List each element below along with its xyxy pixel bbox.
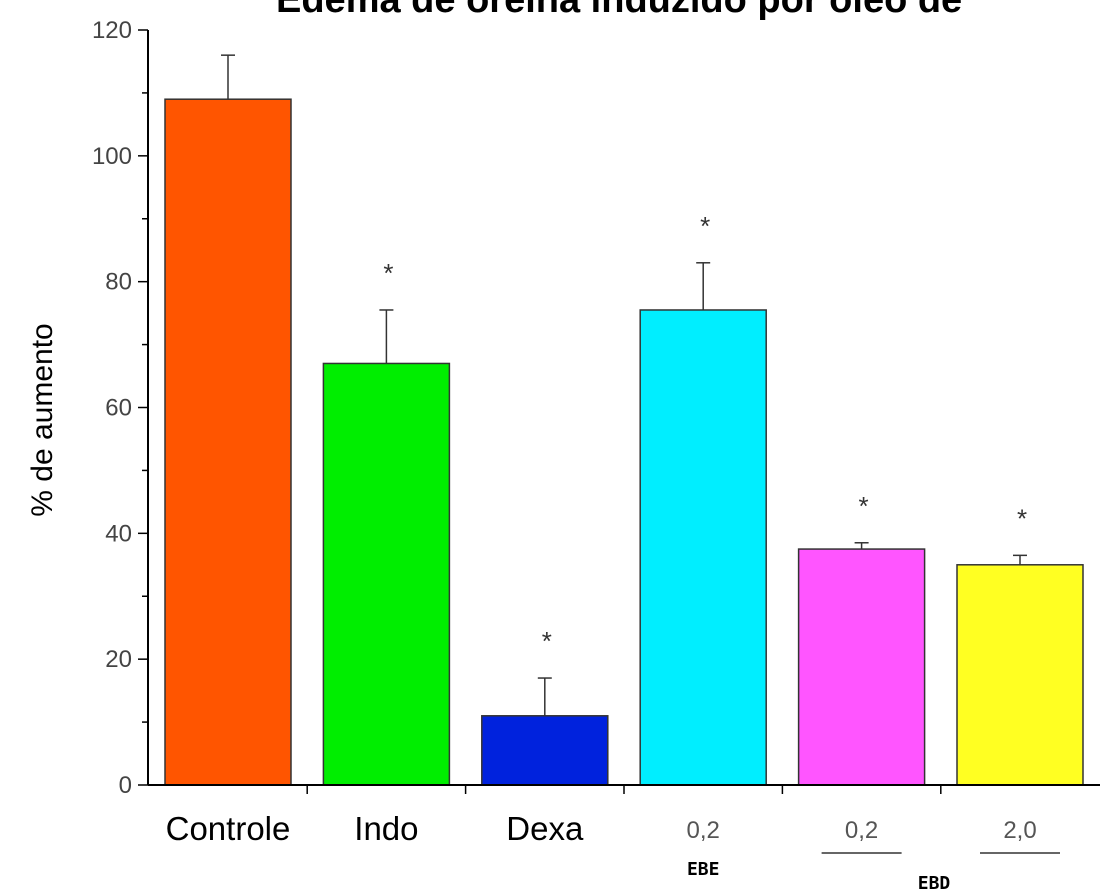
x-category-label: Indo xyxy=(354,810,418,847)
y-tick-label: 0 xyxy=(119,772,132,799)
bars-layer xyxy=(164,54,1084,786)
bar xyxy=(797,548,926,786)
x-category-label: 0,2 xyxy=(845,817,878,844)
bar xyxy=(322,362,451,786)
significance-marker: * xyxy=(383,258,393,288)
bar xyxy=(956,564,1084,786)
y-tick-label: 100 xyxy=(92,143,132,170)
bar xyxy=(481,715,609,786)
significance-marker: * xyxy=(1017,503,1027,533)
y-tick-label: 20 xyxy=(105,646,132,673)
bar xyxy=(164,98,292,786)
labels-layer: 0 20 40 60 80 100 120 Controle Indo * Dexa * 0,2 * 0,2… xyxy=(92,17,1060,894)
x-category-label: Controle xyxy=(166,810,291,847)
significance-marker: * xyxy=(700,211,710,241)
y-tick-label: 60 xyxy=(105,395,132,422)
axes-layer xyxy=(138,29,1100,794)
group-label: EBE xyxy=(687,859,720,880)
significance-marker: * xyxy=(542,626,552,656)
y-tick-label: 120 xyxy=(92,17,132,44)
x-category-label: 2,0 xyxy=(1003,817,1036,844)
bar xyxy=(639,309,767,786)
y-tick-label: 80 xyxy=(105,269,132,296)
x-category-label: Dexa xyxy=(506,810,584,847)
chart-title: Edema de orelha induzido por óleo de xyxy=(276,0,962,21)
y-axis-label: % de aumento xyxy=(26,323,59,516)
x-category-label: 0,2 xyxy=(687,817,720,844)
group-label: EBD xyxy=(918,873,951,894)
y-tick-label: 40 xyxy=(105,520,132,547)
significance-marker: * xyxy=(859,491,869,521)
